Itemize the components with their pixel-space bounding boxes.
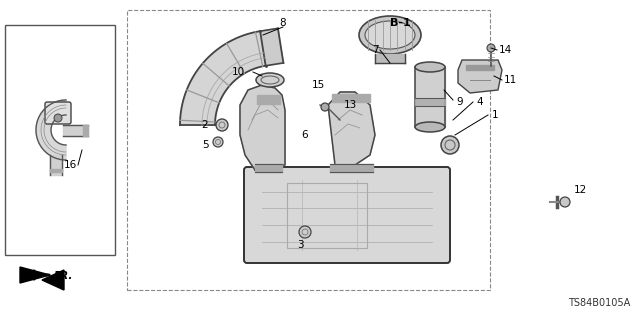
Polygon shape	[458, 60, 502, 93]
Text: FR.: FR.	[54, 271, 74, 281]
Text: 10: 10	[232, 67, 244, 77]
Polygon shape	[50, 169, 62, 172]
Polygon shape	[466, 65, 494, 70]
Bar	[5, 25, 115, 255]
Text: 3: 3	[297, 240, 303, 250]
Text: 11: 11	[504, 75, 516, 85]
Text: 1: 1	[492, 110, 499, 120]
Circle shape	[560, 197, 570, 207]
Polygon shape	[257, 95, 280, 104]
Ellipse shape	[256, 73, 284, 87]
Circle shape	[299, 226, 311, 238]
Polygon shape	[20, 267, 50, 283]
Ellipse shape	[415, 122, 445, 132]
Circle shape	[487, 44, 495, 52]
Text: 16: 16	[63, 160, 77, 170]
FancyBboxPatch shape	[45, 102, 71, 124]
Text: B-1: B-1	[390, 18, 411, 28]
Polygon shape	[332, 94, 370, 102]
Text: 6: 6	[301, 130, 308, 140]
Text: 13: 13	[344, 100, 356, 110]
Text: 14: 14	[499, 45, 511, 55]
Ellipse shape	[359, 16, 421, 54]
Text: 4: 4	[477, 97, 483, 107]
Polygon shape	[36, 100, 66, 160]
Circle shape	[213, 137, 223, 147]
Text: 2: 2	[202, 120, 208, 130]
Circle shape	[321, 103, 329, 111]
Polygon shape	[415, 98, 445, 106]
Polygon shape	[330, 164, 373, 172]
Ellipse shape	[415, 62, 445, 72]
Polygon shape	[255, 164, 282, 172]
Text: 7: 7	[372, 45, 378, 55]
Text: TS84B0105A: TS84B0105A	[568, 298, 630, 308]
Circle shape	[216, 119, 228, 131]
Polygon shape	[328, 92, 375, 165]
Polygon shape	[42, 270, 64, 290]
Polygon shape	[83, 125, 88, 136]
Polygon shape	[415, 67, 445, 127]
Polygon shape	[240, 85, 285, 170]
Bar	[127, 10, 490, 290]
Ellipse shape	[441, 136, 459, 154]
Polygon shape	[50, 155, 62, 175]
Text: 15: 15	[312, 80, 324, 90]
Text: 8: 8	[280, 18, 286, 28]
Circle shape	[54, 114, 62, 122]
Text: 12: 12	[573, 185, 587, 195]
Text: 9: 9	[457, 97, 463, 107]
Ellipse shape	[365, 21, 415, 49]
Polygon shape	[63, 125, 88, 136]
Polygon shape	[180, 31, 266, 125]
FancyBboxPatch shape	[244, 167, 450, 263]
Polygon shape	[260, 28, 284, 66]
Text: 5: 5	[202, 140, 208, 150]
Bar	[287, 183, 367, 248]
Polygon shape	[375, 54, 405, 63]
